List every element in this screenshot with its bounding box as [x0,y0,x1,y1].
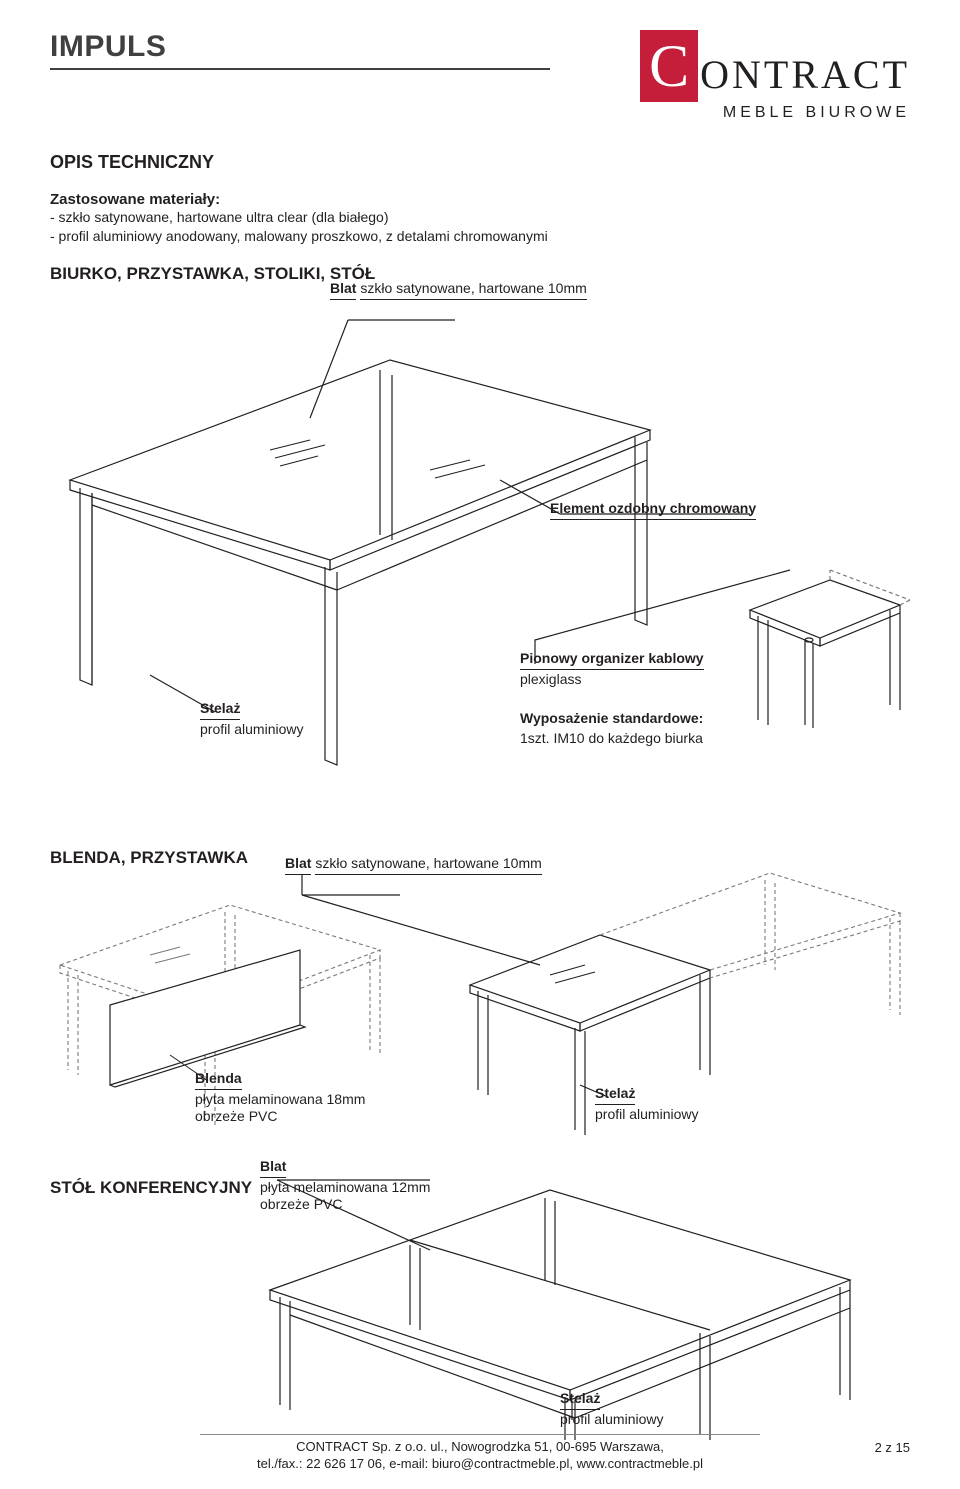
subtitle: OPIS TECHNICZNY [50,152,910,173]
logo-subtitle: MEBLE BIUROWE [723,104,910,122]
label-organizer: Pionowy organizer kablowy plexiglass [520,650,704,688]
diagram-blenda [50,855,910,1145]
label-blat-3: Blat płyta melaminowana 12mm obrzeże PVC [260,1158,430,1214]
footer-line-1: CONTRACT Sp. z o.o. ul., Nowogrodzka 51,… [200,1439,760,1456]
footer: CONTRACT Sp. z o.o. ul., Nowogrodzka 51,… [50,1434,910,1473]
label-blenda: Blenda płyta melaminowana 18mm obrzeże P… [195,1070,365,1126]
label-stelaz-2: Stelaż profil aluminiowy [595,1085,698,1123]
label-blat-2: Blat szkło satynowane, hartowane 10mm [285,855,542,876]
material-line-1: - szkło satynowane, hartowane ultra clea… [50,208,910,227]
title-underline [50,68,550,70]
diagram-desk-main [50,280,910,820]
logo-text: ONTRACT [698,51,910,102]
logo-c-icon: C [640,30,698,102]
label-stelaz-1: Stelaż profil aluminiowy [200,700,303,738]
label-wyposazenie: Wyposażenie standardowe: 1szt. IM10 do k… [520,710,703,747]
page-number: 2 z 15 [875,1440,910,1455]
label-element: Element ozdobny chromowany [550,500,756,521]
footer-line-2: tel./fax.: 22 626 17 06, e-mail: biuro@c… [200,1456,760,1473]
label-stelaz-3: Stelaż profil aluminiowy [560,1390,663,1428]
page-title: IMPULS [50,30,550,64]
materials-title: Zastosowane materiały: [50,191,910,208]
material-line-2: - profil aluminiowy anodowany, malowany … [50,227,910,246]
brand-logo: C ONTRACT MEBLE BIUROWE [640,30,910,122]
diagram-conference-table [50,1150,910,1440]
label-blat-1: Blat szkło satynowane, hartowane 10mm [330,280,587,301]
